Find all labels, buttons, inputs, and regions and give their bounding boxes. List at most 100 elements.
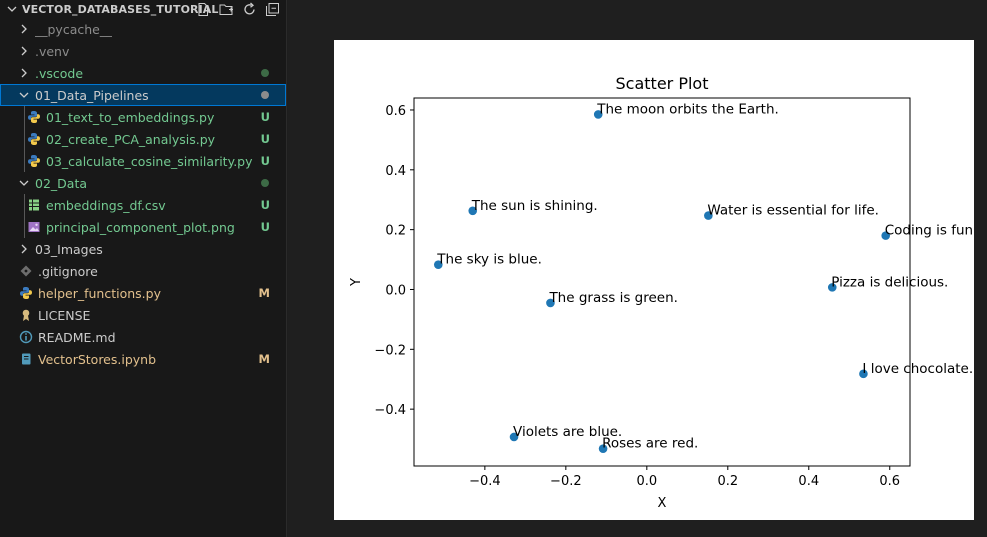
y-tick-label: −0.2 [374,343,406,358]
y-tick-label: 0.6 [385,104,406,119]
x-axis-ticks: −0.4 −0.2 0.0 0.2 0.4 0.6 [469,466,900,489]
tree-item-principal-component-plot-png[interactable]: principal_component_plot.png U [0,216,286,238]
tree-item-venv[interactable]: .venv [0,40,286,62]
new-folder-icon[interactable] [219,2,234,17]
collapse-all-icon[interactable] [265,2,280,17]
tree-item-vectorstores-ipynb[interactable]: VectorStores.ipynb M [0,348,286,370]
scatter-point [881,231,891,240]
point-labels: The moon orbits the Earth. The sun is shi… [436,101,977,452]
chevron-down-icon[interactable] [4,2,19,17]
python-file-icon [26,153,42,169]
chevron-right-icon[interactable] [16,241,32,257]
indent-guide [24,106,25,128]
chevron-down-icon[interactable] [16,175,32,191]
gitignore-icon [18,263,34,279]
status-dot [261,179,269,187]
tree-item-vscode[interactable]: .vscode [0,62,286,84]
git-status-badge: U [260,198,270,212]
tree-item-label: README.md [38,329,116,345]
indent-guide [24,150,25,172]
scatter-point [859,369,868,379]
tree-item-embeddings-df-csv[interactable]: embeddings_df.csv U [0,194,286,216]
tree-item-readme-md[interactable]: README.md [0,326,286,348]
git-status-badge: U [260,110,270,124]
scatter-point [433,260,443,269]
tree-item-01-text-to-embeddings-py[interactable]: 01_text_to_embeddings.py U [0,106,286,128]
x-axis-label: X [658,496,667,511]
scatter-point [598,444,608,453]
license-icon [18,307,34,323]
image-preview: Scatter Plot X Y −0.4 −0.2 0.0 0.2 0.4 0.6 −0… [334,40,977,520]
indent-guide [24,216,25,238]
scatter-point [593,110,603,119]
git-status-badge: U [260,132,270,146]
tree-item-01-data-pipelines[interactable]: 01_Data_Pipelines [0,84,286,106]
explorer-sidebar: VECTOR_DATABASES_TUTORIAL __pycache__ .ve… [0,0,287,537]
y-axis-ticks: −0.4 −0.2 0.0 0.2 0.4 0.6 [374,104,414,418]
y-tick-label: −0.4 [374,403,406,418]
status-dot [261,69,269,77]
git-status-badge: U [260,220,270,234]
notebook-icon [18,351,34,367]
tree-item-license[interactable]: LICENSE [0,304,286,326]
workspace-title: VECTOR_DATABASES_TUTORIAL [22,2,219,16]
point-label: Water is essential for life. [707,203,879,219]
file-tree: __pycache__ .venv .vscode 01_Data_Pipelines… [0,18,286,370]
scatter-point [468,206,478,216]
tree-item-label: 02_Data [35,175,88,191]
chevron-down-icon[interactable] [16,87,32,103]
tree-item-02-data[interactable]: 02_Data [0,172,286,194]
refresh-icon[interactable] [242,2,257,17]
info-icon [18,329,34,345]
scatter-point [704,211,713,220]
scatter-point [827,283,837,292]
tree-item-label: LICENSE [38,307,91,323]
y-tick-label: 0.4 [385,164,406,179]
tree-item-03-images[interactable]: 03_Images [0,238,286,260]
y-tick-label: 0.2 [385,224,406,239]
python-file-icon [26,109,42,125]
x-tick-label: −0.4 [469,474,501,489]
tree-item-label: VectorStores.ipynb [38,351,157,367]
python-file-icon [26,131,42,147]
plot-area [413,97,911,467]
tree-item-label: 01_text_to_embeddings.py [46,109,215,125]
tree-item-label: __pycache__ [35,21,113,37]
tree-item-02-create-pca-analysis-py[interactable]: 02_create_PCA_analysis.py U [0,128,286,150]
git-status-badge: U [260,154,270,168]
x-tick-label: 0.0 [636,474,657,489]
scatter-point [509,432,519,442]
tree-item-label: .venv [35,43,70,59]
new-file-icon[interactable] [196,2,211,17]
x-tick-label: −0.2 [550,474,582,489]
point-label: Coding is fun. [885,223,974,239]
tree-item-label: 02_create_PCA_analysis.py [46,131,216,147]
point-label: Roses are red. [602,436,698,452]
x-tick-label: 0.2 [717,474,738,489]
explorer-header[interactable]: VECTOR_DATABASES_TUTORIAL [0,0,286,18]
chart-title: Scatter Plot [616,74,709,93]
chevron-right-icon[interactable] [16,43,32,59]
git-status-badge: M [258,286,270,300]
indent-guide [24,194,25,216]
tree-item-label: 01_Data_Pipelines [35,87,149,103]
tree-item-03-calculate-cosine-similarity-py[interactable]: 03_calculate_cosine_similarity.py U [0,150,286,172]
csv-file-icon [26,197,42,213]
point-label: I love chocolate. [862,361,973,377]
tree-item-label: .gitignore [38,263,98,279]
chevron-right-icon[interactable] [16,21,32,37]
point-label: The grass is green. [548,290,678,306]
tree-item-pycache[interactable]: __pycache__ [0,18,286,40]
indent-guide [24,128,25,150]
chevron-right-icon[interactable] [16,65,32,81]
scatter-points [433,110,891,453]
point-label: The moon orbits the Earth. [596,101,779,117]
point-label: Pizza is delicious. [831,274,948,290]
tree-item-label: .vscode [35,65,84,81]
tree-item-helper-functions-py[interactable]: helper_functions.py M [0,282,286,304]
x-tick-label: 0.4 [798,474,819,489]
tree-item-label: principal_component_plot.png [46,219,235,235]
git-status-badge: M [258,352,270,366]
tree-item-gitignore[interactable]: .gitignore [0,260,286,282]
tree-item-label: 03_calculate_cosine_similarity.py [46,153,253,169]
